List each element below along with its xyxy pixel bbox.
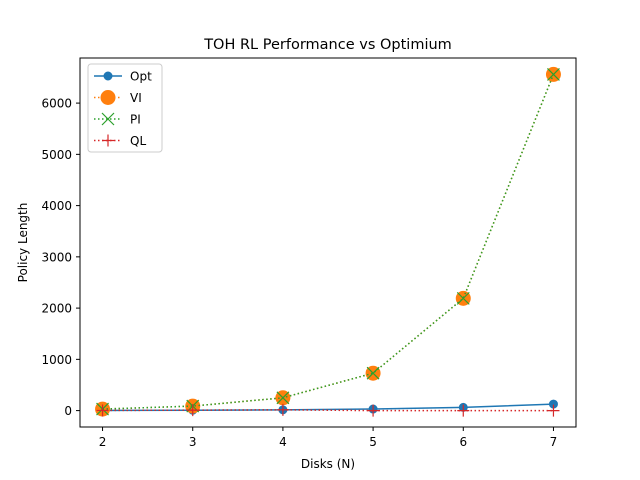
y-axis-label: Policy Length: [16, 203, 30, 283]
x-tick-label: 3: [189, 435, 197, 449]
series-layer: [95, 66, 561, 417]
legend-item-vi: VI: [94, 90, 142, 105]
data-point-ql: [547, 404, 560, 417]
y-tick-label: 3000: [41, 250, 72, 264]
data-point-pi: [456, 291, 470, 305]
x-tick-label: 7: [550, 435, 558, 449]
data-point-pi: [547, 67, 560, 81]
series-pi: [96, 67, 560, 416]
legend-label-vi: VI: [130, 91, 142, 105]
data-point-ql: [96, 404, 109, 417]
legend-item-opt: Opt: [94, 70, 152, 84]
legend-item-ql: QL: [94, 134, 146, 148]
y-tick-label: 1000: [41, 353, 72, 367]
legend: Opt VI PI QL: [87, 63, 163, 153]
y-tick-label: 4000: [41, 199, 72, 213]
x-axis-label: Disks (N): [301, 457, 355, 471]
data-point-ql: [457, 404, 470, 417]
x-tick-label: 5: [369, 435, 377, 449]
data-point-pi: [366, 366, 380, 380]
data-point-ql: [276, 403, 289, 416]
series-line-ql: [102, 409, 554, 412]
legend-label-pi: PI: [130, 113, 141, 127]
y-tick-label: 2000: [41, 302, 72, 316]
data-point-ql: [186, 404, 199, 417]
legend-label-ql: QL: [130, 134, 146, 148]
plot-area-frame: [79, 57, 577, 428]
x-tick-label: 6: [459, 435, 467, 449]
series-line-opt: [102, 403, 554, 412]
x-axis-ticks: 2 3 4 5 6 7: [99, 427, 558, 449]
legend-label-opt: Opt: [130, 70, 152, 84]
x-tick-label: 4: [279, 435, 287, 449]
y-tick-label: 5000: [41, 148, 72, 162]
data-point-ql: [367, 404, 380, 417]
legend-box: [87, 63, 163, 153]
x-tick-label: 2: [99, 435, 107, 449]
series-ql: [96, 403, 560, 417]
legend-marker-vi: [100, 90, 116, 105]
legend-marker-ql: [102, 134, 114, 147]
legend-item-pi: PI: [94, 113, 141, 127]
data-point-pi: [276, 391, 290, 405]
chart-title: TOH RL Performance vs Optimium: [203, 37, 452, 53]
y-tick-label: 0: [64, 404, 72, 418]
legend-marker-opt: [103, 71, 113, 81]
legend-marker-pi: [101, 112, 115, 126]
y-axis-ticks: 0 1000 2000 3000 4000 5000 6000: [41, 97, 80, 418]
y-tick-label: 6000: [41, 97, 72, 111]
